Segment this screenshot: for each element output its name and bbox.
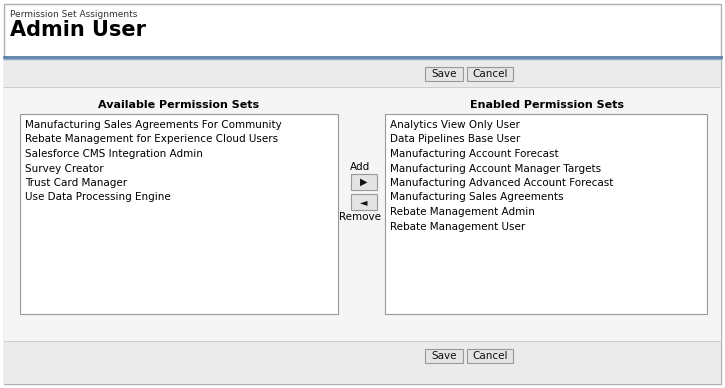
Text: Save: Save: [431, 351, 457, 361]
Text: Salesforce CMS Integration Admin: Salesforce CMS Integration Admin: [25, 149, 203, 159]
Text: Analytics View Only User: Analytics View Only User: [390, 120, 520, 130]
FancyBboxPatch shape: [425, 67, 463, 81]
Text: Add: Add: [350, 162, 370, 172]
FancyBboxPatch shape: [4, 87, 721, 341]
Text: Data Pipelines Base User: Data Pipelines Base User: [390, 135, 521, 144]
Text: Permission Set Assignments: Permission Set Assignments: [10, 10, 137, 19]
Text: Use Data Processing Engine: Use Data Processing Engine: [25, 192, 171, 203]
Text: Survey Creator: Survey Creator: [25, 163, 104, 173]
Text: Admin User: Admin User: [10, 20, 146, 40]
Text: Remove: Remove: [339, 212, 381, 222]
Text: Manufacturing Sales Agreements: Manufacturing Sales Agreements: [390, 192, 563, 203]
Text: Cancel: Cancel: [472, 351, 508, 361]
Text: Save: Save: [431, 69, 457, 79]
FancyBboxPatch shape: [4, 59, 721, 87]
Text: Rebate Management Admin: Rebate Management Admin: [390, 207, 535, 217]
FancyBboxPatch shape: [20, 114, 338, 314]
Text: Cancel: Cancel: [472, 69, 508, 79]
FancyBboxPatch shape: [425, 349, 463, 363]
Text: Manufacturing Advanced Account Forecast: Manufacturing Advanced Account Forecast: [390, 178, 613, 188]
FancyBboxPatch shape: [385, 114, 707, 314]
Text: Rebate Management User: Rebate Management User: [390, 222, 525, 232]
Text: Rebate Management for Experience Cloud Users: Rebate Management for Experience Cloud U…: [25, 135, 278, 144]
FancyBboxPatch shape: [467, 67, 513, 81]
FancyBboxPatch shape: [4, 341, 721, 384]
Text: Manufacturing Account Manager Targets: Manufacturing Account Manager Targets: [390, 163, 601, 173]
Text: Manufacturing Account Forecast: Manufacturing Account Forecast: [390, 149, 559, 159]
Text: Trust Card Manager: Trust Card Manager: [25, 178, 127, 188]
Text: ◄: ◄: [360, 197, 368, 207]
Text: ▶: ▶: [360, 177, 368, 187]
FancyBboxPatch shape: [467, 349, 513, 363]
FancyBboxPatch shape: [351, 194, 377, 210]
Text: Manufacturing Sales Agreements For Community: Manufacturing Sales Agreements For Commu…: [25, 120, 282, 130]
Text: Enabled Permission Sets: Enabled Permission Sets: [470, 100, 624, 110]
FancyBboxPatch shape: [4, 4, 721, 384]
FancyBboxPatch shape: [351, 174, 377, 190]
Text: Available Permission Sets: Available Permission Sets: [99, 100, 260, 110]
